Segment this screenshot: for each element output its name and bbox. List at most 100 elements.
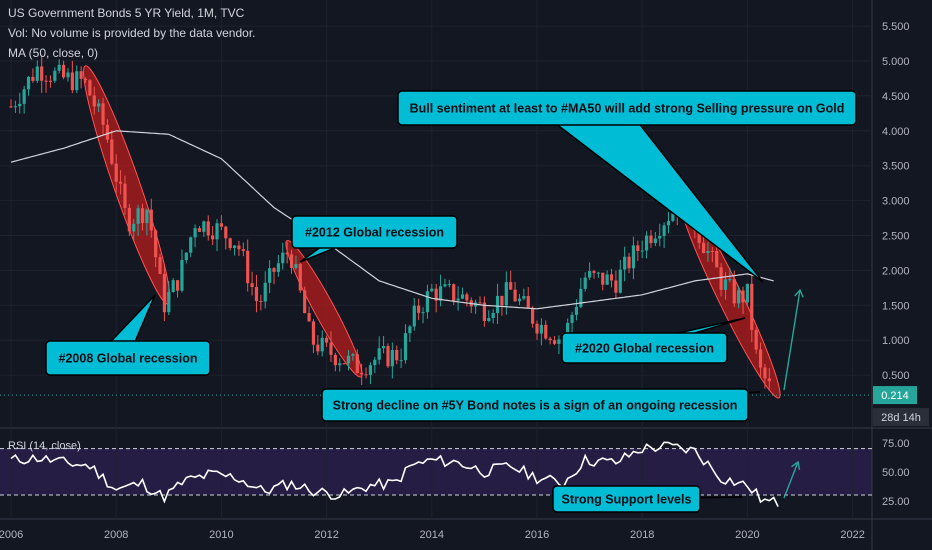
candle-body bbox=[456, 298, 460, 301]
candle-body bbox=[167, 292, 171, 313]
candle-body bbox=[649, 235, 653, 244]
candle-body bbox=[320, 337, 324, 352]
candle-body bbox=[517, 298, 522, 302]
candle-body bbox=[566, 322, 570, 342]
candle-body bbox=[609, 274, 614, 281]
candle-body bbox=[110, 139, 114, 164]
projection-arrow-price bbox=[783, 289, 801, 391]
candle-body bbox=[671, 213, 675, 221]
candle-body bbox=[640, 250, 644, 252]
candle-body bbox=[294, 263, 298, 268]
price-tick-label: 1.500 bbox=[882, 300, 910, 312]
candle-body bbox=[281, 252, 285, 264]
candle-body bbox=[482, 302, 486, 322]
callout-support-box bbox=[552, 485, 701, 513]
candle-body bbox=[48, 80, 53, 82]
candle-body bbox=[618, 269, 622, 293]
candle-body bbox=[381, 346, 386, 349]
price-tick-label: 2.500 bbox=[882, 231, 910, 243]
candle-body bbox=[311, 321, 316, 345]
candle-body bbox=[171, 280, 175, 293]
time-tick-label: 2020 bbox=[735, 529, 759, 541]
candle-body bbox=[495, 295, 500, 314]
candle-body bbox=[44, 80, 48, 82]
callout-decline-text: Strong decline on #5Y Bond notes is a si… bbox=[333, 399, 738, 413]
callout-2008-box bbox=[45, 340, 211, 376]
candle-body bbox=[127, 207, 131, 232]
candle-body bbox=[79, 71, 83, 79]
candle-body bbox=[206, 221, 210, 236]
candle-body bbox=[548, 338, 552, 341]
candle-body bbox=[22, 89, 26, 104]
candle-body bbox=[460, 294, 465, 299]
candle-body bbox=[232, 245, 237, 249]
candle-body bbox=[114, 163, 118, 182]
candle-body bbox=[535, 323, 539, 334]
chart-title: US Government Bonds 5 YR Yield, 1M, TVC bbox=[8, 6, 245, 20]
candle-body bbox=[149, 209, 153, 231]
candle-body bbox=[75, 71, 79, 91]
candle-body bbox=[741, 290, 745, 303]
candle-body bbox=[395, 349, 399, 361]
candle-body bbox=[522, 296, 526, 299]
candle-body bbox=[574, 306, 579, 315]
rsi-tick-label: 50.00 bbox=[882, 467, 910, 479]
candle-body bbox=[763, 367, 767, 379]
candle-body bbox=[592, 271, 596, 273]
price-tick-label: 1.000 bbox=[882, 335, 910, 347]
callout-2020-box bbox=[561, 332, 728, 364]
candle-body bbox=[653, 238, 657, 244]
price-tick-label: 2.000 bbox=[882, 265, 910, 277]
price-tick-label: 4.500 bbox=[882, 91, 910, 103]
countdown-value: 28d 14h bbox=[881, 412, 921, 424]
candle-body bbox=[140, 208, 145, 224]
candle-body bbox=[325, 337, 329, 343]
candle-body bbox=[224, 226, 228, 239]
callout-support-text: Strong Support levels bbox=[562, 493, 692, 507]
candle-body bbox=[123, 183, 127, 208]
candle-body bbox=[316, 344, 320, 352]
projection-arrow-price-head bbox=[794, 288, 804, 298]
price-tick-label: 4.000 bbox=[882, 126, 910, 138]
candle-body bbox=[97, 103, 101, 107]
candle-body bbox=[728, 279, 732, 281]
callout-bull-box bbox=[397, 90, 857, 126]
candle-body bbox=[88, 80, 92, 96]
price-tick-label: 5.500 bbox=[882, 21, 910, 33]
candle-body bbox=[513, 289, 517, 302]
candle-body bbox=[31, 76, 35, 81]
candle-body bbox=[570, 314, 574, 323]
candle-body bbox=[417, 305, 421, 313]
candle-body bbox=[605, 274, 609, 285]
candle-body bbox=[614, 280, 618, 293]
callout-support: Strong Support levels bbox=[552, 485, 743, 513]
candle-body bbox=[430, 288, 434, 292]
candle-body bbox=[526, 296, 530, 308]
candle-body bbox=[636, 245, 640, 251]
candle-body bbox=[175, 280, 180, 291]
candle-body bbox=[557, 339, 561, 344]
candle-body bbox=[105, 124, 110, 140]
candle-body bbox=[162, 273, 167, 313]
channel-2012 bbox=[285, 240, 363, 378]
candle-body bbox=[193, 228, 197, 238]
candle-body bbox=[390, 349, 394, 367]
candle-body bbox=[189, 237, 193, 253]
candle-body bbox=[719, 267, 723, 290]
candle-body bbox=[101, 103, 105, 125]
candle-body bbox=[62, 64, 66, 78]
candle-body bbox=[57, 64, 61, 71]
candle-body bbox=[355, 354, 359, 374]
candle-body bbox=[184, 252, 188, 260]
callout-2008: #2008 Global recession bbox=[45, 294, 211, 376]
candle-body bbox=[368, 365, 373, 375]
candle-body bbox=[360, 373, 364, 375]
callout-2008-text: #2008 Global recession bbox=[59, 352, 198, 366]
callout-bull-text: Bull sentiment at least to #MA50 will ad… bbox=[410, 102, 845, 116]
candle-body bbox=[750, 283, 754, 330]
candle-body bbox=[272, 268, 276, 272]
time-tick-label: 2012 bbox=[314, 529, 338, 541]
price-tick-label: 3.000 bbox=[882, 196, 910, 208]
candle-body bbox=[263, 282, 267, 302]
